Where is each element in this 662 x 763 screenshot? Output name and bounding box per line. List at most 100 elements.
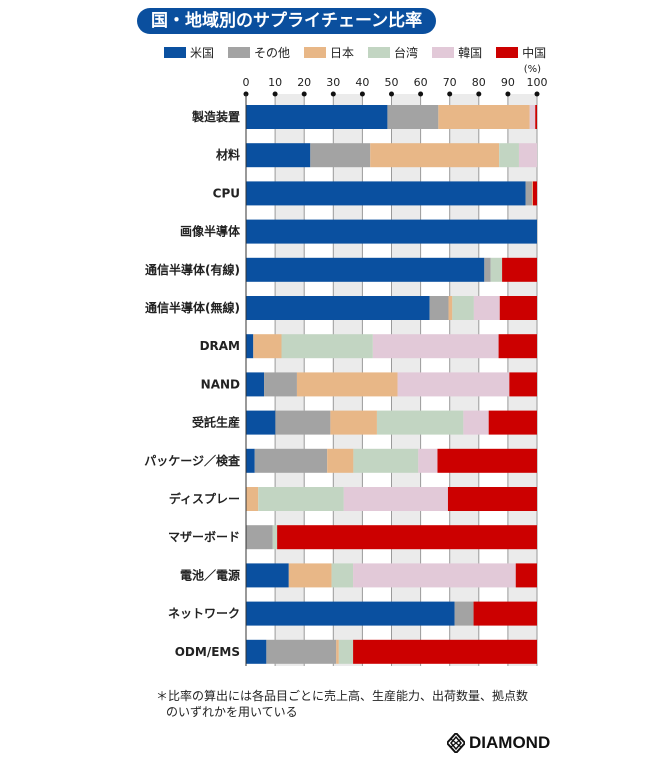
tick-label: 0	[243, 76, 250, 89]
bar-segment	[246, 296, 430, 320]
legend-item: 韓国	[432, 44, 482, 61]
tick-label: 90	[501, 76, 515, 89]
category-label: 通信半導体(無線)	[145, 300, 240, 315]
bar-segment	[429, 296, 449, 320]
bar-segment	[275, 410, 331, 435]
bar-segment	[246, 525, 273, 550]
bar-segment	[353, 639, 537, 664]
legend-label: 中国	[522, 46, 547, 60]
chart-title: 国・地域別のサプライチェーン比率	[137, 8, 437, 34]
tick-label: 80	[472, 76, 486, 89]
bar-segment	[246, 334, 254, 359]
tick-label: 70	[443, 76, 457, 89]
category-label: 製造装置	[191, 109, 240, 124]
tick-dot	[476, 91, 482, 97]
bar-segment	[254, 448, 328, 473]
category-label: 画像半導体	[180, 224, 241, 239]
bar-segment	[452, 296, 474, 320]
tick-label: 60	[414, 76, 428, 89]
tick-dot	[418, 91, 424, 97]
bar-segment	[438, 105, 530, 129]
footnote-line-2: のいずれかを用いている	[166, 705, 298, 719]
tick-label: 100	[527, 76, 548, 89]
bar-segment	[330, 410, 377, 435]
bar-segment	[490, 257, 503, 282]
bar-segment	[338, 639, 354, 664]
category-label: ネットワーク	[168, 607, 240, 621]
bar-segment	[532, 181, 533, 206]
bar-segment	[246, 181, 526, 206]
bar-segment	[532, 181, 537, 206]
legend-label: 台湾	[394, 46, 419, 60]
bar-segment	[264, 372, 297, 397]
category-label: 材料	[215, 147, 240, 162]
tick-label: 30	[326, 76, 340, 89]
category-label: マザーボード	[168, 529, 240, 544]
diamond-logo-icon	[447, 733, 465, 753]
bar-segment	[387, 105, 439, 129]
bar-segment	[515, 563, 537, 588]
category-label: ODM/EMS	[175, 645, 240, 659]
bar-segment	[246, 372, 265, 397]
tick-dot	[330, 91, 336, 97]
footnote: ＊比率の算出には各品目ごとに売上高、生産能力、出荷数量、拠点数 のいずれかを用い…	[156, 688, 576, 720]
legend-item: 台湾	[368, 44, 418, 61]
publisher-logo: DIAMOND	[447, 733, 550, 753]
bar-segment	[473, 296, 500, 320]
bar-segment	[488, 410, 537, 435]
bar-segment	[529, 105, 536, 129]
category-label: パッケージ／検査	[144, 453, 241, 468]
bar-segment	[447, 487, 537, 511]
bar-segment	[336, 639, 339, 664]
legend-item: 中国	[496, 44, 546, 61]
bar-segment	[499, 143, 519, 168]
tick-dot	[447, 91, 453, 97]
bar-segment	[277, 525, 537, 550]
bar-segment	[372, 334, 499, 359]
bar-segment	[272, 525, 278, 550]
bar-segment	[327, 448, 354, 473]
logo-text: DIAMOND	[469, 733, 551, 752]
bar-segment	[525, 181, 533, 206]
legend-label: その他	[254, 46, 291, 60]
bar-segment	[535, 105, 537, 129]
category-label: ディスプレー	[169, 491, 240, 506]
legend-swatch	[496, 47, 519, 58]
tick-label: 10	[268, 76, 282, 89]
bar-segment	[343, 487, 448, 511]
bar-segment	[246, 105, 388, 129]
bar-segment	[246, 487, 259, 511]
bar-segment	[397, 372, 510, 397]
bar-segment	[246, 448, 255, 473]
bar-segment	[509, 372, 537, 397]
category-label: CPU	[213, 186, 240, 200]
tick-dot	[359, 91, 365, 97]
bar-segment	[463, 410, 489, 435]
category-label: 電池／電源	[180, 567, 240, 582]
bar-segment	[246, 143, 311, 168]
tick-dot	[272, 91, 278, 97]
legend-label: 米国	[190, 46, 215, 60]
bar-segment	[281, 334, 373, 359]
bar-segment	[246, 601, 455, 626]
bar-segment	[448, 296, 453, 320]
bar-segment	[266, 639, 337, 664]
legend-label: 日本	[330, 46, 355, 60]
bar-segment	[246, 639, 267, 664]
bar-segment	[253, 334, 282, 359]
bar-segment	[353, 448, 419, 473]
category-label: 受託生産	[192, 415, 240, 430]
legend-swatch	[432, 47, 455, 58]
tick-dot	[505, 91, 511, 97]
legend-swatch	[304, 47, 327, 58]
category-label: NAND	[201, 377, 240, 391]
category-label: 通信半導体(有線)	[145, 262, 240, 277]
tick-dot	[534, 91, 540, 97]
legend-swatch	[368, 47, 391, 58]
bar-segment	[246, 257, 485, 282]
tick-label: 20	[297, 76, 311, 89]
bar-segment	[296, 372, 398, 397]
bar-segment	[310, 143, 371, 168]
legend-swatch	[228, 47, 251, 58]
